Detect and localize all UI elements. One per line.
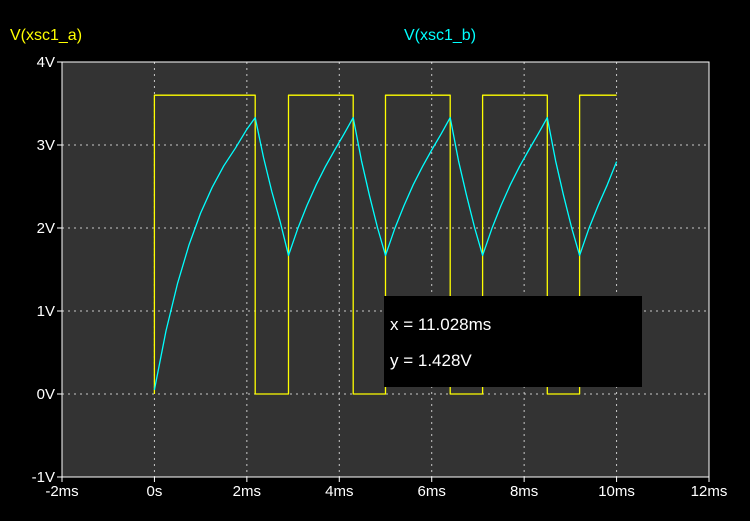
- cursor-y-readout: y = 1.428V: [390, 351, 472, 370]
- cursor-x-readout: x = 11.028ms: [390, 315, 492, 334]
- x-tick-label-6: 10ms: [598, 483, 635, 500]
- x-tick-label-4: 6ms: [418, 483, 446, 500]
- y-tick-label-2: 1V: [37, 303, 55, 320]
- y-tick-label-1: 0V: [37, 386, 55, 403]
- x-tick-label-3: 4ms: [325, 483, 353, 500]
- x-tick-label-2: 2ms: [233, 483, 261, 500]
- x-tick-label-0: -2ms: [45, 483, 78, 500]
- plot-frame: [61, 61, 710, 478]
- y-tick-label-4: 3V: [37, 137, 55, 154]
- x-tick-label-5: 8ms: [510, 483, 538, 500]
- y-tick-label-0: -1V: [32, 469, 55, 486]
- y-tick-label-5: 4V: [37, 54, 55, 71]
- series-b-line: [153, 116, 618, 391]
- y-tick-label-3: 2V: [37, 220, 55, 237]
- series-a-line: [153, 94, 617, 395]
- legend-series-a: V(xsc1_a): [10, 27, 83, 44]
- legend-series-b: V(xsc1_b): [404, 27, 477, 44]
- x-tick-label-1: 0s: [147, 483, 163, 500]
- x-tick-label-7: 12ms: [691, 483, 728, 500]
- cursor-readout-box: x = 11.028ms y = 1.428V: [384, 296, 642, 387]
